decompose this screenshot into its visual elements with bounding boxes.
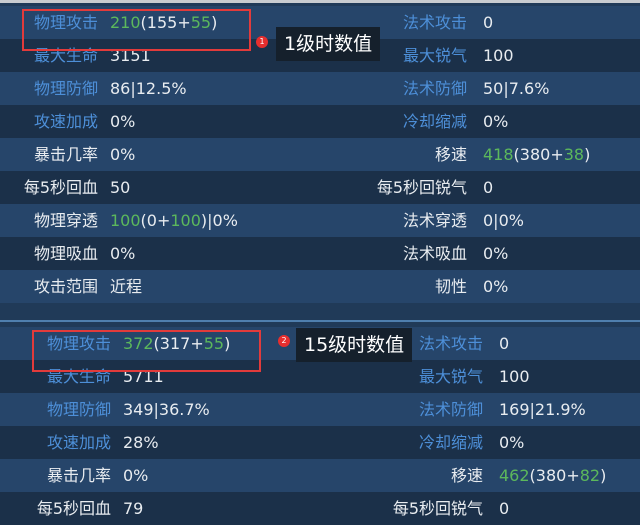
stat-row: 物理吸血 0% 法术吸血 0% (0, 237, 640, 270)
stat-value-part: (380+ (513, 145, 564, 164)
stat-label: 法术穿透 (402, 211, 467, 230)
stat-label: 暴击几率 (33, 145, 98, 164)
stat-value: 169|21.9% (499, 400, 586, 419)
highlight-box (32, 330, 261, 372)
stat-value: 0 (499, 499, 510, 518)
stat-row: 暴击几率 0% 移速 418(380+38) (0, 138, 640, 171)
stat-value: 0% (483, 112, 509, 131)
stat-value: 0% (483, 244, 509, 263)
stat-label: 暴击几率 (46, 466, 111, 485)
stat-value: 0 (483, 178, 494, 197)
stat-row: 物理防御 86|12.5% 法术防御 50|7.6% (0, 72, 640, 105)
stat-value-part: 372 (123, 334, 154, 353)
stat-label: 冷却缩减 (418, 433, 483, 452)
stat-label: 移速 (434, 145, 467, 164)
stat-label: 法术防御 (418, 400, 483, 419)
level-15-stats-panel: 物理攻击 372(317+55) 法术攻击 0 最大生命 5711 最大锐气 1… (0, 320, 640, 525)
stat-label: 攻速加成 (33, 112, 98, 131)
stat-label: 移速 (450, 466, 483, 485)
stat-value-part: 82 (579, 466, 601, 485)
stat-value-part: ) (600, 466, 607, 485)
stat-value-part: )|0% (200, 211, 238, 230)
stat-label: 每5秒回血 (23, 178, 98, 197)
stat-value: 0% (483, 277, 509, 296)
stat-value-part: 462 (499, 466, 530, 485)
stat-label: 韧性 (434, 277, 467, 296)
stat-label: 法术吸血 (402, 244, 467, 263)
stat-label: 攻击范围 (33, 277, 98, 296)
stat-value-part: (155+ (140, 13, 191, 32)
stat-label: 物理防御 (33, 79, 98, 98)
stat-value-part: 38 (563, 145, 585, 164)
stat-value-part: 55 (190, 13, 212, 32)
stat-value: 372(317+55) (123, 327, 230, 360)
stat-row: 物理防御 349|36.7% 法术防御 169|21.9% (0, 393, 640, 426)
stat-row: 攻击范围 近程 韧性 0% (0, 270, 640, 303)
stat-value-part: 418 (483, 145, 514, 164)
highlight-box (22, 9, 251, 51)
stat-value: 210(155+55) (110, 6, 217, 39)
stat-label: 物理穿透 (33, 211, 98, 230)
stat-row: 每5秒回血 50 每5秒回锐气 0 (0, 171, 640, 204)
stat-value: 100(0+100)|0% (110, 204, 238, 237)
stat-value: 86|12.5% (110, 79, 187, 98)
stat-row: 每5秒回血 79 每5秒回锐气 0 (0, 492, 640, 525)
number-badge: 2 (278, 335, 290, 347)
stat-value-part: ) (584, 145, 591, 164)
stat-value: 100 (499, 367, 530, 386)
stat-label: 法术攻击 (402, 13, 467, 32)
stat-label: 法术防御 (402, 79, 467, 98)
stat-row: 攻速加成 28% 冷却缩减 0% (0, 426, 640, 459)
stat-row: 攻速加成 0% 冷却缩减 0% (0, 105, 640, 138)
number-badge: 1 (256, 36, 268, 48)
stat-label: 最大锐气 (402, 46, 467, 65)
stat-value: 50 (110, 178, 131, 197)
stat-label: 物理吸血 (33, 244, 98, 263)
stat-value: 100 (483, 46, 514, 65)
stat-value-part: 55 (203, 334, 225, 353)
stat-row: 物理穿透 100(0+100)|0% 法术穿透 0|0% (0, 204, 640, 237)
stat-value: 28% (123, 433, 159, 452)
stat-value-part: (317+ (153, 334, 204, 353)
stat-label: 物理攻击 (46, 334, 111, 353)
annotation-label: 1级时数值 (276, 27, 381, 61)
stat-label: 物理攻击 (33, 13, 98, 32)
stat-value: 418(380+38) (483, 138, 590, 171)
level-1-stats-panel: 物理攻击 210(155+55) 法术攻击 0 最大生命 3151 最大锐气 1… (0, 0, 640, 303)
stat-value: 50|7.6% (483, 79, 550, 98)
stat-value-part: ) (211, 13, 218, 32)
stat-row: 暴击几率 0% 移速 462(380+82) (0, 459, 640, 492)
stat-label: 法术攻击 (418, 334, 483, 353)
stat-value-part: 100 (110, 211, 141, 230)
stat-value-part: ) (224, 334, 231, 353)
stat-value-part: 100 (170, 211, 201, 230)
stat-value: 0% (123, 466, 149, 485)
stat-value-part: 210 (110, 13, 141, 32)
annotation-label: 15级时数值 (296, 328, 413, 362)
stat-value: 近程 (110, 277, 143, 296)
stat-value: 0% (110, 112, 136, 131)
stat-value-part: (0+ (140, 211, 171, 230)
stat-value: 79 (123, 499, 144, 518)
stat-label: 攻速加成 (46, 433, 111, 452)
stat-value: 0% (499, 433, 525, 452)
stat-value: 0 (483, 13, 494, 32)
stat-value: 0% (110, 145, 136, 164)
stat-label: 冷却缩减 (402, 112, 467, 131)
stat-value: 0|0% (483, 211, 524, 230)
stat-value: 349|36.7% (123, 400, 210, 419)
stat-value: 0 (499, 334, 510, 353)
stat-label: 每5秒回锐气 (392, 499, 483, 518)
stat-label: 每5秒回血 (36, 499, 111, 518)
stat-value-part: (380+ (529, 466, 580, 485)
stat-label: 每5秒回锐气 (376, 178, 467, 197)
stat-value: 462(380+82) (499, 459, 606, 492)
stat-value: 0% (110, 244, 136, 263)
stat-label: 物理防御 (46, 400, 111, 419)
stat-label: 最大锐气 (418, 367, 483, 386)
